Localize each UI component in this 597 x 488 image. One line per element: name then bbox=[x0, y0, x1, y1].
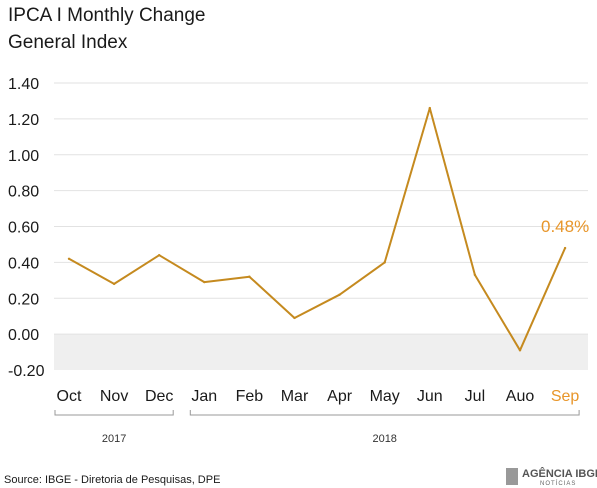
data-point bbox=[203, 280, 206, 284]
y-tick-label: 0.80 bbox=[8, 184, 39, 201]
data-point bbox=[293, 316, 296, 320]
series-line bbox=[68, 107, 567, 352]
logo-sub-text: NOTÍCIAS bbox=[540, 480, 576, 487]
chart-title: IPCA I Monthly Change bbox=[8, 5, 206, 26]
year-groups: 2017 2018 bbox=[54, 410, 580, 445]
y-tick-label: 0.20 bbox=[8, 291, 39, 308]
y-tick-label: 0.00 bbox=[8, 327, 39, 344]
y-tick-label: 1.40 bbox=[8, 76, 39, 93]
data-point bbox=[428, 106, 431, 110]
logo-mark-icon bbox=[506, 468, 518, 485]
gridlines bbox=[54, 82, 588, 335]
year-bracket bbox=[54, 410, 174, 416]
y-tick-label: 1.20 bbox=[8, 112, 39, 129]
x-category-label: Auo bbox=[506, 388, 535, 405]
logo-main-text: AGÊNCIA IBGE bbox=[522, 467, 597, 480]
x-category-label: May bbox=[370, 388, 400, 405]
x-category-label: Feb bbox=[236, 388, 264, 405]
year-label: 2018 bbox=[372, 433, 396, 445]
y-tick-label: 1.00 bbox=[8, 148, 39, 165]
x-category-label: Dec bbox=[145, 388, 173, 405]
x-category-label: Jan bbox=[191, 388, 217, 405]
data-point bbox=[112, 282, 116, 286]
x-category-label: Sep bbox=[551, 388, 580, 405]
data-point bbox=[158, 254, 161, 257]
highlight-label: 0.48% bbox=[541, 217, 589, 236]
data-point bbox=[338, 293, 341, 296]
source-note: Source: IBGE - Diretoria de Pesquisas, D… bbox=[4, 474, 220, 486]
data-point bbox=[473, 273, 477, 277]
data-point bbox=[67, 257, 71, 260]
y-axis-ticks: 1.40 1.20 1.00 0.80 0.60 0.40 0.20 0.00 -0.20 bbox=[8, 76, 45, 380]
data-point bbox=[518, 349, 522, 352]
y-tick-label: 0.60 bbox=[8, 220, 39, 237]
series-points bbox=[67, 106, 567, 352]
data-point bbox=[248, 275, 251, 278]
data-point bbox=[383, 261, 386, 264]
x-category-label: Jun bbox=[417, 388, 443, 405]
y-tick-label: -0.20 bbox=[8, 363, 45, 380]
x-axis-categories: Oct Nov Dec Jan Feb Mar Apr May Jun Jul Auo Sep bbox=[57, 388, 580, 405]
x-category-label: Jul bbox=[465, 388, 485, 405]
x-category-label: Oct bbox=[57, 388, 82, 405]
x-category-label: Mar bbox=[281, 388, 309, 405]
y-tick-label: 0.40 bbox=[8, 255, 39, 272]
data-point bbox=[563, 246, 567, 250]
year-label: 2017 bbox=[102, 433, 126, 445]
chart-subtitle: General Index bbox=[8, 32, 128, 53]
ibge-logo: AGÊNCIA IBGE NOTÍCIAS bbox=[506, 467, 597, 487]
x-category-label: Apr bbox=[327, 388, 353, 405]
x-category-label: Nov bbox=[100, 388, 128, 405]
negative-band bbox=[54, 334, 588, 370]
year-bracket bbox=[189, 410, 580, 416]
